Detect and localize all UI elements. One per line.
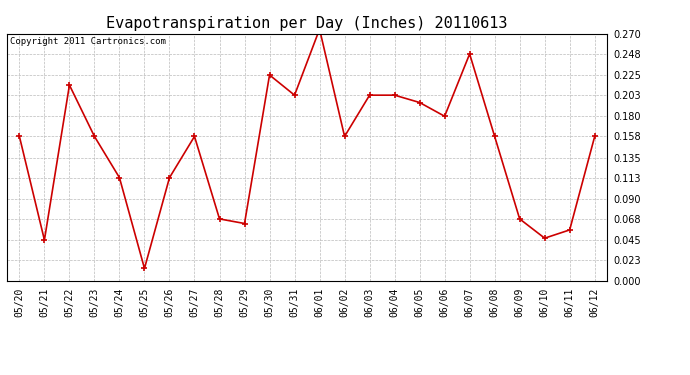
Title: Evapotranspiration per Day (Inches) 20110613: Evapotranspiration per Day (Inches) 2011… — [106, 16, 508, 31]
Text: Copyright 2011 Cartronics.com: Copyright 2011 Cartronics.com — [10, 38, 166, 46]
